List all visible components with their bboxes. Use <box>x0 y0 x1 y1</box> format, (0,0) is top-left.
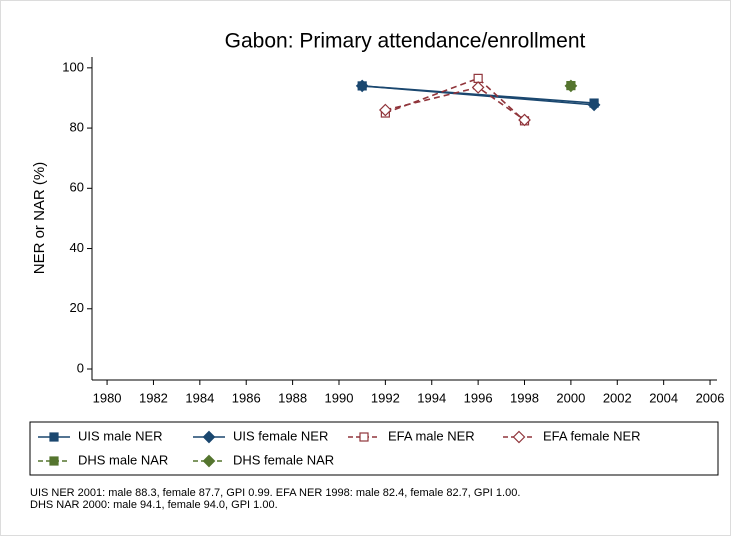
x-tick-label: 1992 <box>371 390 400 405</box>
x-tick-label: 1990 <box>325 390 354 405</box>
x-tick-label: 1982 <box>139 390 168 405</box>
x-tick-label: 2000 <box>556 390 585 405</box>
x-tick-label: 1984 <box>185 390 214 405</box>
x-tick-label: 1996 <box>464 390 493 405</box>
y-tick-label: 60 <box>70 180 84 195</box>
marker <box>471 81 485 94</box>
x-tick-label: 1986 <box>232 390 261 405</box>
marker <box>564 79 578 93</box>
legend-marker <box>512 430 526 444</box>
legend-label: EFA female NER <box>543 428 641 443</box>
x-tick-label: 1998 <box>510 390 539 405</box>
legend-label: DHS male NAR <box>78 452 168 467</box>
note: DHS NAR 2000: male 94.1, female 94.0, GP… <box>30 499 278 511</box>
marker <box>355 79 369 93</box>
legend-marker <box>202 454 216 468</box>
legend-box <box>29 421 719 476</box>
y-tick-label: 20 <box>70 300 84 315</box>
chart-title: Gabon: Primary attendance/enrollment <box>225 30 586 53</box>
legend-marker <box>202 430 216 444</box>
legend-marker <box>359 432 369 442</box>
y-tick-label: 40 <box>70 240 84 255</box>
legend-label: EFA male NER <box>388 428 475 443</box>
x-tick-label: 1980 <box>93 390 122 405</box>
y-tick-label: 0 <box>77 360 84 375</box>
legend-label: DHS female NAR <box>233 452 334 467</box>
x-tick-label: 1994 <box>417 390 446 405</box>
marker <box>587 98 601 112</box>
legend-marker <box>49 456 59 466</box>
x-tick-label: 2004 <box>649 390 678 405</box>
x-tick-label: 1988 <box>278 390 307 405</box>
legend-label: UIS female NER <box>233 428 328 443</box>
y-tick-label: 100 <box>62 59 84 74</box>
x-tick-label: 2006 <box>696 390 725 405</box>
marker <box>518 113 531 127</box>
note: UIS NER 2001: male 88.3, female 87.7, GP… <box>30 487 520 499</box>
series-line <box>362 85 595 106</box>
y-tick-label: 80 <box>70 120 84 135</box>
marker <box>379 103 392 117</box>
y-axis-label: NER or NAR (%) <box>31 162 48 275</box>
x-tick-label: 2002 <box>603 390 632 405</box>
series-line <box>385 77 526 122</box>
legend-label: UIS male NER <box>78 428 163 443</box>
legend-marker <box>49 432 59 442</box>
